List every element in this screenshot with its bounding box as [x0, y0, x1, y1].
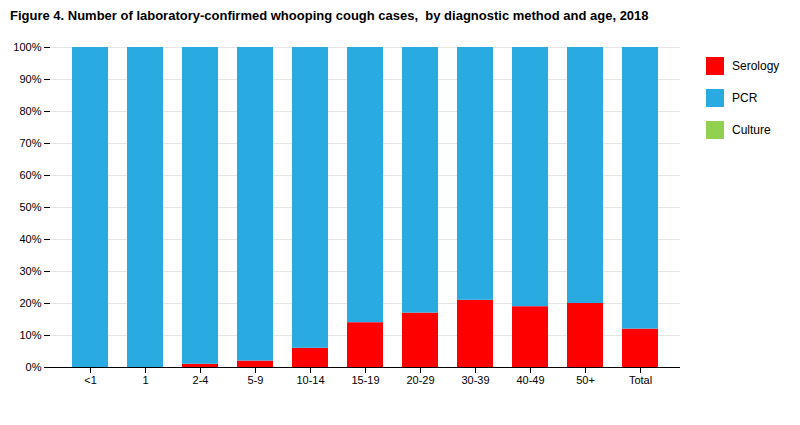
svg-text:80%: 80% — [19, 105, 41, 117]
svg-text:40%: 40% — [19, 233, 41, 245]
svg-text:1: 1 — [142, 374, 148, 386]
svg-text:20-29: 20-29 — [406, 374, 434, 386]
svg-text:<1: <1 — [84, 374, 97, 386]
svg-text:0%: 0% — [26, 361, 42, 373]
svg-text:30-39: 30-39 — [461, 374, 489, 386]
svg-text:Total: Total — [629, 374, 652, 386]
svg-text:100%: 100% — [13, 41, 41, 53]
svg-text:2-4: 2-4 — [193, 374, 209, 386]
svg-text:10-14: 10-14 — [296, 374, 324, 386]
svg-text:50+: 50+ — [576, 374, 595, 386]
html-text:PCR: PCR — [732, 91, 758, 105]
svg-text:90%: 90% — [19, 73, 41, 85]
svg-text:15-19: 15-19 — [351, 374, 379, 386]
svg-text:60%: 60% — [19, 169, 41, 181]
html-text:Culture: Culture — [732, 123, 771, 137]
svg-text:10%: 10% — [19, 329, 41, 341]
svg-text:5-9: 5-9 — [248, 374, 264, 386]
svg-text:20%: 20% — [19, 297, 41, 309]
html-text:Serology: Serology — [732, 59, 780, 73]
html-text:Figure 4. Number of laboratory: Figure 4. Number of laboratory-confirmed… — [10, 8, 649, 23]
svg-text:30%: 30% — [19, 265, 41, 277]
svg-text:70%: 70% — [19, 137, 41, 149]
svg-text:50%: 50% — [19, 201, 41, 213]
svg-text:40-49: 40-49 — [516, 374, 544, 386]
